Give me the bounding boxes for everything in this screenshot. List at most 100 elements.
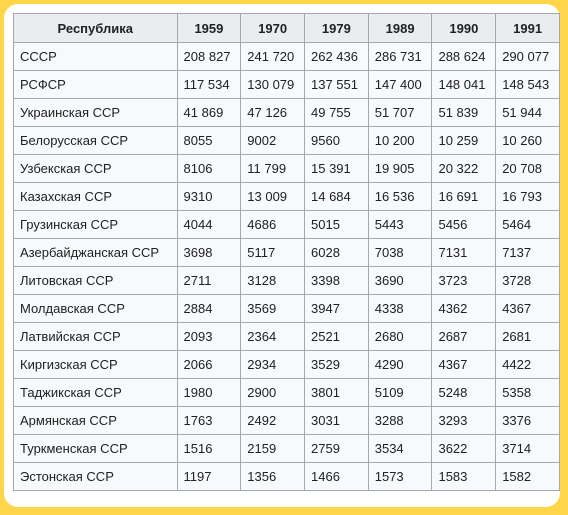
cell-1989: 4290: [367, 350, 433, 379]
cell-republic: Белорусская ССР: [13, 126, 178, 155]
cell-1991: 3728: [495, 266, 560, 295]
table-row: Таджикская ССР 1980 2900 3801 5109 5248 5358: [13, 378, 560, 407]
cell-1970: 2159: [240, 434, 305, 463]
cell-1991: 290 077: [495, 42, 560, 71]
header-row: Республика 1959 1970 1979 1989 1990 1991: [13, 13, 560, 43]
cell-1990: 5456: [431, 210, 497, 239]
cell-1970: 13 009: [240, 182, 305, 211]
table-row: Киргизская ССР 2066 2934 3529 4290 4367 4422: [13, 350, 560, 379]
cell-republic: Молдавская ССР: [13, 294, 178, 323]
cell-1991: 4422: [495, 350, 560, 379]
cell-1989: 51 707: [367, 98, 433, 127]
cell-1990: 20 322: [431, 154, 497, 183]
cell-republic: Киргизская ССР: [13, 350, 178, 379]
column-header-1959[interactable]: 1959: [176, 13, 242, 43]
cell-1979: 262 436: [304, 42, 369, 71]
cell-1991: 148 543: [495, 70, 560, 99]
cell-1991: 3376: [495, 406, 560, 435]
table-row: Узбекская ССР 8106 11 799 15 391 19 905 20 32…: [13, 154, 560, 183]
cell-1990: 4367: [431, 350, 497, 379]
cell-1979: 3398: [304, 266, 369, 295]
column-header-1989[interactable]: 1989: [367, 13, 433, 43]
cell-1959: 2884: [176, 294, 242, 323]
cell-1959: 1197: [176, 462, 242, 491]
table-row: РСФСР 117 534 130 079 137 551 147 400 148 041…: [13, 70, 560, 99]
cell-1959: 2066: [176, 350, 242, 379]
cell-1979: 49 755: [304, 98, 369, 127]
cell-1979: 9560: [304, 126, 369, 155]
column-header-republic[interactable]: Республика: [13, 13, 178, 43]
cell-1991: 2681: [495, 322, 560, 351]
cell-1989: 1573: [367, 462, 433, 491]
cell-1970: 47 126: [240, 98, 305, 127]
cell-1989: 3690: [367, 266, 433, 295]
table-row: СССР 208 827 241 720 262 436 286 731 288 624 2…: [13, 42, 560, 71]
cell-1959: 117 534: [176, 70, 242, 99]
cell-1990: 148 041: [431, 70, 497, 99]
column-header-1970[interactable]: 1970: [240, 13, 305, 43]
cell-1991: 5464: [495, 210, 560, 239]
table-row: Азербайджанская ССР 3698 5117 6028 7038 7131 7…: [13, 238, 560, 267]
cell-1959: 8055: [176, 126, 242, 155]
cell-1989: 3288: [367, 406, 433, 435]
cell-republic: Казахская ССР: [13, 182, 178, 211]
cell-1991: 7137: [495, 238, 560, 267]
cell-1989: 4338: [367, 294, 433, 323]
cell-1970: 2364: [240, 322, 305, 351]
table-row: Эстонская ССР 1197 1356 1466 1573 1583 1582: [13, 462, 560, 491]
table-row: Белорусская ССР 8055 9002 9560 10 200 10 259 1…: [13, 126, 560, 155]
cell-1959: 8106: [176, 154, 242, 183]
cell-1979: 137 551: [304, 70, 369, 99]
cell-1989: 5443: [367, 210, 433, 239]
column-header-1979[interactable]: 1979: [304, 13, 369, 43]
cell-1990: 3723: [431, 266, 497, 295]
cell-1989: 19 905: [367, 154, 433, 183]
cell-republic: Грузинская ССР: [13, 210, 178, 239]
cell-1989: 7038: [367, 238, 433, 267]
cell-1989: 147 400: [367, 70, 433, 99]
table-body: СССР 208 827 241 720 262 436 286 731 288 624 2…: [13, 42, 560, 491]
cell-1989: 3534: [367, 434, 433, 463]
cell-republic: Таджикская ССР: [13, 378, 178, 407]
cell-1959: 2093: [176, 322, 242, 351]
cell-1979: 5015: [304, 210, 369, 239]
cell-1989: 2680: [367, 322, 433, 351]
cell-republic: Туркменская ССР: [13, 434, 178, 463]
cell-1970: 2492: [240, 406, 305, 435]
table-row: Литовская ССР 2711 3128 3398 3690 3723 3728: [13, 266, 560, 295]
cell-1970: 3569: [240, 294, 305, 323]
cell-republic: РСФСР: [13, 70, 178, 99]
cell-1990: 3622: [431, 434, 497, 463]
cell-1959: 1516: [176, 434, 242, 463]
cell-republic: Литовская ССР: [13, 266, 178, 295]
table-row: Украинская ССР 41 869 47 126 49 755 51 707 51…: [13, 98, 560, 127]
cell-1979: 3801: [304, 378, 369, 407]
cell-1990: 16 691: [431, 182, 497, 211]
cell-1990: 288 624: [431, 42, 497, 71]
cell-republic: Эстонская ССР: [13, 462, 178, 491]
cell-1959: 1763: [176, 406, 242, 435]
cell-republic: Армянская ССР: [13, 406, 178, 435]
cell-1959: 1980: [176, 378, 242, 407]
cell-1959: 2711: [176, 266, 242, 295]
cell-1970: 1356: [240, 462, 305, 491]
cell-1989: 10 200: [367, 126, 433, 155]
cell-1970: 11 799: [240, 154, 305, 183]
cell-1970: 241 720: [240, 42, 305, 71]
cell-1979: 2759: [304, 434, 369, 463]
cell-1979: 1466: [304, 462, 369, 491]
column-header-1991[interactable]: 1991: [495, 13, 560, 43]
table-row: Латвийская ССР 2093 2364 2521 2680 2687 2681: [13, 322, 560, 351]
cell-1991: 4367: [495, 294, 560, 323]
cell-1959: 208 827: [176, 42, 242, 71]
cell-1991: 10 260: [495, 126, 560, 155]
table-frame: Республика 1959 1970 1979 1989 1990 1991…: [4, 4, 560, 507]
column-header-1990[interactable]: 1990: [431, 13, 497, 43]
population-table: Республика 1959 1970 1979 1989 1990 1991…: [13, 13, 560, 491]
cell-1970: 4686: [240, 210, 305, 239]
cell-1979: 6028: [304, 238, 369, 267]
cell-republic: Азербайджанская ССР: [13, 238, 178, 267]
cell-1979: 14 684: [304, 182, 369, 211]
cell-1990: 7131: [431, 238, 497, 267]
cell-1990: 10 259: [431, 126, 497, 155]
